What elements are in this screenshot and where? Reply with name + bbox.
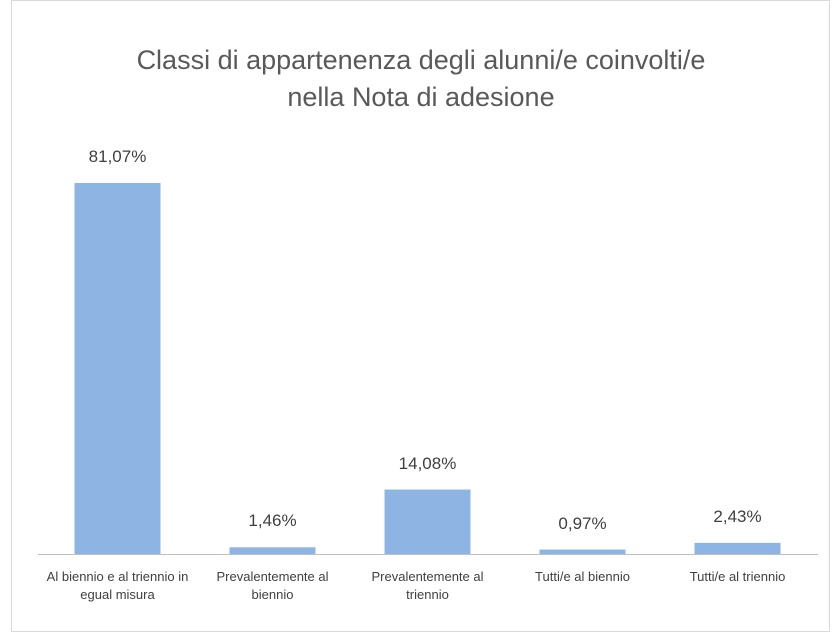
value-label: 0,97% [558,513,607,533]
bar [384,489,471,554]
value-label: 2,43% [713,506,762,526]
bar [694,542,781,554]
chart-title: Classi di appartenenza degli alunni/e co… [136,45,706,112]
x-tick-label: Al biennio e al triennio in egual misura [46,569,189,602]
bar [74,183,161,554]
x-tick-label: Tutti/e al triennio [689,569,786,584]
value-label: 1,46% [248,511,297,531]
chart-frame [11,0,830,632]
bar [229,547,316,554]
x-tick-label: Tutti/e al biennio [535,569,630,584]
x-tick-label: Prevalentemente al biennio [216,569,329,602]
x-tick-label: Prevalentemente al triennio [371,569,484,602]
bar [539,549,626,554]
value-label: 14,08% [398,453,457,473]
value-label: 81,07% [88,147,147,166]
